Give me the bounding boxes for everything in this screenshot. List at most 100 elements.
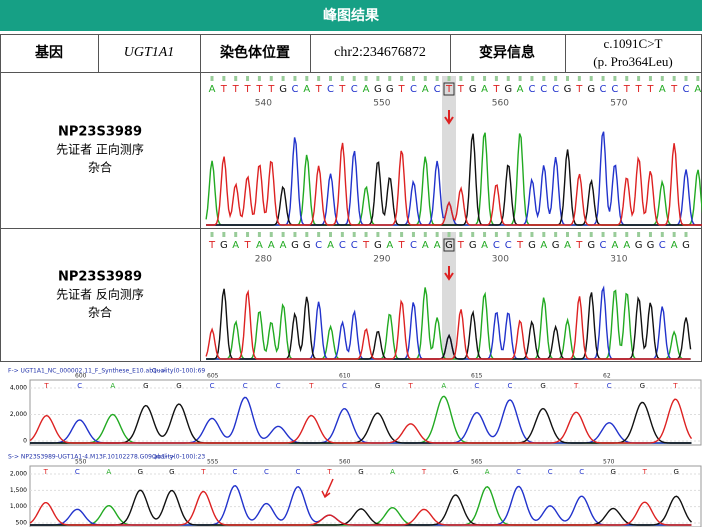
description: 先证者 正向测序	[56, 142, 144, 157]
base: C	[552, 84, 559, 95]
file-name: S-> NP23S3989-UGT1A1-4.M13F.10102278.G09…	[8, 454, 175, 461]
base: G	[169, 468, 174, 476]
base: G	[445, 240, 453, 251]
trace	[30, 490, 692, 525]
base: C	[75, 468, 80, 476]
base: A	[659, 84, 666, 95]
base: C	[493, 240, 500, 251]
y-tick-label: 2,000	[10, 471, 27, 478]
base: G	[647, 240, 655, 251]
base: C	[540, 84, 547, 95]
y-tick-label: 0	[23, 438, 27, 445]
base: C	[474, 382, 479, 390]
sample: NP23S3989	[58, 125, 142, 140]
variant-p: (p. Pro364Leu)	[593, 54, 672, 69]
base: T	[243, 240, 251, 251]
base: T	[672, 382, 678, 390]
trace	[30, 399, 692, 443]
base: C	[232, 468, 237, 476]
trace	[30, 487, 692, 525]
base: T	[338, 84, 346, 95]
position: 560	[339, 459, 351, 466]
base: G	[375, 382, 380, 390]
base: T	[408, 382, 414, 390]
base: T	[208, 240, 216, 251]
base: C	[600, 240, 607, 251]
base: T	[516, 240, 524, 251]
base: C	[291, 84, 298, 95]
base: G	[469, 240, 477, 251]
base: C	[276, 382, 281, 390]
gene: UGT1A1	[124, 45, 175, 60]
base: G	[635, 240, 643, 251]
base: A	[540, 240, 547, 251]
base: T	[255, 84, 263, 95]
base: A	[256, 240, 263, 251]
base: C	[339, 240, 346, 251]
base: G	[504, 84, 512, 95]
base: C	[410, 84, 417, 95]
base: T	[646, 84, 654, 95]
base: G	[540, 382, 545, 390]
position: 550	[373, 99, 390, 109]
zygosity: 杂合	[88, 305, 112, 320]
base: A	[694, 84, 701, 95]
base: C	[505, 240, 512, 251]
base: T	[575, 240, 583, 251]
base: T	[421, 468, 427, 476]
base: T	[457, 240, 465, 251]
variant-c: c.1091C>T	[604, 36, 663, 51]
position: 540	[255, 99, 272, 109]
base: C	[508, 382, 513, 390]
base: G	[291, 240, 299, 251]
base: T	[575, 84, 583, 95]
base: T	[232, 84, 240, 95]
position: 565	[471, 459, 483, 466]
base: T	[267, 84, 275, 95]
y-tick-label: 500	[16, 520, 28, 527]
y-tick-label: 2,000	[10, 411, 27, 418]
trace	[30, 486, 692, 525]
y-tick-label: 1,000	[10, 503, 27, 510]
base: A	[441, 382, 446, 390]
base: T	[457, 84, 465, 95]
title: 峰图结果	[323, 7, 380, 24]
base: T	[623, 84, 631, 95]
base: G	[220, 240, 228, 251]
base: G	[279, 84, 287, 95]
base: C	[351, 240, 358, 251]
base: C	[528, 84, 535, 95]
base: A	[611, 240, 618, 251]
base: G	[143, 382, 148, 390]
base: C	[607, 382, 612, 390]
base: G	[469, 84, 477, 95]
position: 605	[207, 373, 219, 380]
base: A	[232, 240, 239, 251]
base: G	[303, 240, 311, 251]
y-tick-label: 4,000	[10, 385, 27, 392]
base: G	[358, 468, 363, 476]
base: C	[410, 240, 417, 251]
base: A	[209, 84, 216, 95]
base: C	[264, 468, 269, 476]
base: C	[683, 84, 690, 95]
base: C	[516, 468, 521, 476]
base: T	[642, 468, 648, 476]
base: A	[110, 382, 115, 390]
base: A	[623, 240, 630, 251]
trace	[30, 402, 692, 443]
base: T	[398, 84, 406, 95]
base: G	[682, 240, 690, 251]
y-tick-label: 1,500	[10, 487, 27, 494]
position: 62	[603, 373, 611, 380]
base: G	[674, 468, 679, 476]
quality: Quality(0-100):23	[152, 454, 205, 461]
description: 先证者 反向测序	[56, 287, 144, 302]
base: T	[492, 84, 500, 95]
base: C	[77, 382, 82, 390]
base: C	[600, 84, 607, 95]
base: G	[374, 84, 382, 95]
base: C	[579, 468, 584, 476]
variant-label: 变异信息	[479, 44, 535, 61]
